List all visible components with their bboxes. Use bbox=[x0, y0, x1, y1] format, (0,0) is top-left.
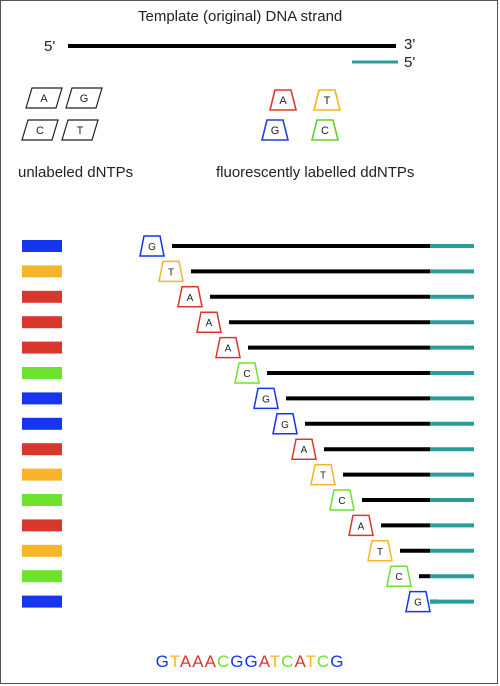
gel-band bbox=[22, 341, 62, 354]
fragment-tag bbox=[234, 362, 260, 384]
diagram-title: Template (original) DNA strand bbox=[138, 8, 343, 25]
gel-band bbox=[22, 392, 62, 405]
gel-band bbox=[22, 240, 62, 252]
fragment-tag bbox=[272, 413, 298, 435]
gel-band bbox=[22, 443, 62, 456]
ddntp-t-label: T bbox=[324, 95, 331, 107]
gel-band bbox=[22, 316, 62, 329]
fragment-tag bbox=[253, 387, 279, 410]
fragment-tag bbox=[291, 438, 317, 460]
fragment-tag bbox=[329, 489, 355, 511]
fragment-tag-label: C bbox=[338, 496, 345, 507]
unlabeled-dntps-caption: unlabeled dNTPs bbox=[18, 164, 134, 181]
sequence-base: A bbox=[179, 652, 193, 671]
template-3-prime-label: 3' bbox=[404, 36, 416, 53]
ddntp-g-label: G bbox=[271, 125, 280, 137]
fragment-tag-label: A bbox=[301, 445, 308, 456]
dntp-t-shape bbox=[61, 119, 99, 141]
fragment-tag-label: T bbox=[320, 471, 326, 482]
fragment-tag bbox=[367, 540, 393, 562]
gel-band bbox=[22, 290, 62, 303]
sequence-base: T bbox=[305, 652, 317, 671]
sequence-base: T bbox=[169, 652, 180, 671]
fragment-tag-label: A bbox=[225, 344, 232, 355]
template-5-prime-label: 5' bbox=[44, 38, 56, 55]
dntp-a-label: A bbox=[40, 93, 48, 105]
sequence-base: C bbox=[216, 652, 231, 671]
gel-band bbox=[22, 265, 62, 278]
ddntp-t-shape bbox=[312, 89, 342, 111]
gel-band bbox=[22, 595, 62, 608]
fragment-tag bbox=[215, 336, 241, 359]
fragment-tag-label: C bbox=[243, 369, 250, 380]
sequence-base: A bbox=[294, 652, 306, 671]
fragment-tag bbox=[158, 260, 184, 283]
gel-band bbox=[22, 367, 62, 379]
fragment-tag bbox=[177, 286, 203, 308]
ddntp-c-label: C bbox=[321, 125, 329, 137]
sequence-base: T bbox=[269, 652, 282, 671]
fragment-tag bbox=[310, 463, 336, 486]
gel-band bbox=[22, 494, 62, 506]
sequence-base: A bbox=[258, 652, 270, 671]
sequence-base: G bbox=[230, 652, 245, 671]
ddntp-a-shape bbox=[268, 89, 298, 111]
fragment-tag-label: A bbox=[358, 521, 365, 532]
gel-band bbox=[22, 417, 62, 430]
fragment-tag-label: G bbox=[148, 242, 156, 253]
dntp-g-label: G bbox=[80, 93, 89, 105]
sequence-base: G bbox=[244, 652, 259, 671]
ddntp-a-label: A bbox=[279, 95, 287, 107]
labelled-ddntps-caption: fluorescently labelled ddNTPs bbox=[216, 164, 415, 181]
sequence-base: A bbox=[192, 652, 205, 671]
sequence-base: C bbox=[316, 652, 331, 671]
gel-band bbox=[22, 544, 62, 557]
fragment-tag-label: G bbox=[281, 420, 289, 431]
dntp-t-label: T bbox=[77, 125, 84, 137]
fragment-tag bbox=[139, 235, 165, 257]
primer-5-prime-label: 5' bbox=[404, 54, 416, 71]
dntp-c-label: C bbox=[36, 125, 44, 137]
fragment-tag-label: A bbox=[187, 293, 194, 304]
ddntp-c-shape bbox=[310, 119, 340, 141]
fragment-tag bbox=[386, 565, 412, 587]
fragment-tag-label: G bbox=[414, 598, 422, 609]
fragment-tag bbox=[196, 311, 222, 333]
fragment-tag-label: A bbox=[206, 318, 213, 329]
sequence-base: C bbox=[281, 652, 295, 671]
dntp-a-shape bbox=[25, 87, 63, 109]
sequence-base: G bbox=[330, 652, 345, 671]
fragment-tag-label: G bbox=[262, 394, 270, 405]
ddntp-g-shape bbox=[260, 119, 290, 141]
dntp-c-shape bbox=[21, 119, 59, 141]
gel-band bbox=[22, 570, 62, 583]
gel-band bbox=[22, 519, 62, 532]
fragment-tag-label: T bbox=[168, 267, 174, 278]
fragment-tag bbox=[405, 590, 431, 613]
gel-band bbox=[22, 468, 62, 481]
read-sequence: GTAAACGGATCATCG bbox=[0, 652, 500, 672]
fragment-tag-label: C bbox=[395, 572, 402, 583]
sequence-base: A bbox=[204, 652, 217, 671]
dntp-g-shape bbox=[65, 87, 103, 109]
sequence-base: G bbox=[155, 652, 170, 671]
fragment-tag bbox=[348, 514, 374, 537]
fragment-tag-label: T bbox=[377, 547, 383, 558]
